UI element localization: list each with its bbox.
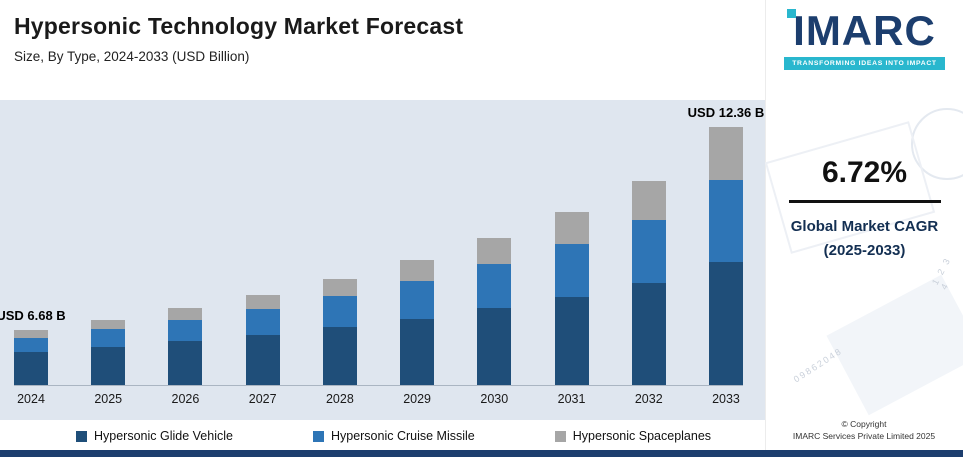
cagr-underline bbox=[788, 200, 941, 203]
bar-segment bbox=[245, 335, 280, 385]
legend: Hypersonic Glide Vehicle Hypersonic Cruis… bbox=[0, 422, 765, 450]
copyright: © Copyright IMARC Services Private Limit… bbox=[765, 418, 963, 444]
bar-segment bbox=[91, 319, 126, 330]
bar-segment bbox=[477, 238, 512, 264]
bar-segment bbox=[322, 296, 357, 328]
bar-segment bbox=[554, 211, 589, 244]
logo-text: IMARC bbox=[793, 7, 936, 54]
bar-2028 bbox=[322, 278, 357, 385]
x-axis-label: 2025 bbox=[94, 392, 123, 406]
logo-accent-dot-icon bbox=[787, 9, 797, 18]
logo-tagline: TRANSFORMING IDEAS INTO IMPACT bbox=[784, 57, 945, 70]
bar-2032 bbox=[631, 181, 666, 385]
chart-panel: Hypersonic Technology Market Forecast Si… bbox=[0, 0, 765, 450]
bar-segment bbox=[554, 243, 589, 297]
bar-segment bbox=[400, 318, 435, 385]
chart-subtitle: Size, By Type, 2024-2033 (USD Billion) bbox=[14, 49, 250, 64]
x-axis-label: 2026 bbox=[171, 392, 200, 406]
bar-2026 bbox=[168, 308, 203, 385]
imarc-logo: IMARC TRANSFORMING IDEAS INTO IMPACT bbox=[784, 7, 945, 70]
footer-bar bbox=[0, 450, 963, 457]
x-axis-label: 2033 bbox=[712, 392, 740, 406]
legend-item: Hypersonic Spaceplanes bbox=[554, 429, 712, 443]
bar-segment bbox=[168, 341, 203, 385]
copyright-line2: IMARC Services Private Limited 2025 bbox=[792, 431, 936, 442]
bar-segment bbox=[631, 219, 666, 283]
bar-segment bbox=[322, 278, 357, 297]
cagr-label-line1: Global Market CAGR bbox=[790, 218, 939, 235]
cagr-label: Global Market CAGR (2025-2033) bbox=[789, 215, 941, 263]
legend-item: Hypersonic Cruise Missile bbox=[312, 429, 475, 443]
cagr-label-line2: (2025-2033) bbox=[823, 242, 906, 259]
bar-2031 bbox=[554, 211, 589, 385]
x-axis-label: 2027 bbox=[248, 392, 277, 406]
sidebar: IMARC TRANSFORMING IDEAS INTO IMPACT 6.7… bbox=[765, 0, 963, 457]
bar-segment bbox=[245, 294, 280, 309]
bar-segment bbox=[14, 351, 48, 385]
legend-swatch bbox=[554, 430, 566, 442]
bar-segment bbox=[631, 181, 666, 220]
bar-segment bbox=[477, 308, 512, 385]
legend-swatch bbox=[76, 430, 87, 442]
bar-segment bbox=[477, 263, 512, 309]
bar-annotation: USD 12.36 B bbox=[687, 105, 765, 120]
x-axis-label: 2028 bbox=[325, 392, 354, 406]
x-axis-labels: 2024 2025 2026 2027 2028 2029 2030 2031 2032 2033 bbox=[14, 392, 743, 406]
chart-header: Hypersonic Technology Market Forecast Si… bbox=[0, 0, 765, 64]
bar-segment bbox=[168, 308, 203, 320]
x-axis-label: 2030 bbox=[480, 392, 509, 406]
cagr-block: 6.72% Global Market CAGR (2025-2033) bbox=[788, 156, 941, 263]
chart-title: Hypersonic Technology Market Forecast bbox=[14, 13, 464, 39]
bar-segment bbox=[14, 329, 48, 338]
bar-annotation: USD 6.68 B bbox=[0, 307, 66, 323]
legend-label: Hypersonic Cruise Missile bbox=[330, 429, 475, 443]
cagr-value: 6.72% bbox=[821, 156, 908, 189]
plot-area: USD 6.68 B USD 12.36 B bbox=[0, 100, 764, 386]
bar-2030 bbox=[477, 238, 512, 385]
bar-2029 bbox=[400, 260, 435, 385]
legend-item: Hypersonic Glide Vehicle bbox=[76, 429, 233, 443]
x-axis-label: 2031 bbox=[557, 392, 586, 406]
x-axis-label: 2029 bbox=[403, 392, 431, 406]
bar-segment bbox=[400, 281, 435, 319]
bar-segment bbox=[168, 319, 203, 342]
bar-2033: USD 12.36 B bbox=[688, 105, 764, 385]
bar-segment bbox=[91, 329, 126, 347]
bar-2025 bbox=[91, 319, 126, 385]
bar-segment bbox=[708, 261, 743, 385]
legend-label: Hypersonic Glide Vehicle bbox=[94, 429, 233, 443]
bar-segment bbox=[14, 337, 48, 352]
bar-2027 bbox=[245, 294, 280, 385]
bar-segment bbox=[245, 309, 280, 335]
x-axis-label: 2032 bbox=[634, 392, 663, 406]
x-axis-label: 2024 bbox=[17, 392, 45, 406]
bar-segment bbox=[400, 260, 435, 282]
bar-segment bbox=[91, 347, 126, 385]
bar-segment bbox=[631, 283, 666, 385]
legend-swatch bbox=[312, 430, 324, 442]
bar-segment bbox=[554, 296, 589, 385]
bar-2024: USD 6.68 B bbox=[0, 308, 66, 385]
copyright-line1: © Copyright bbox=[841, 418, 887, 429]
bar-segment bbox=[708, 127, 743, 181]
bar-segment bbox=[708, 180, 743, 262]
chart-area: USD 6.68 B USD 12.36 B 2024 2025 2026 2027 20… bbox=[0, 100, 765, 420]
bar-segment bbox=[322, 327, 357, 385]
legend-label: Hypersonic Spaceplanes bbox=[572, 429, 712, 443]
